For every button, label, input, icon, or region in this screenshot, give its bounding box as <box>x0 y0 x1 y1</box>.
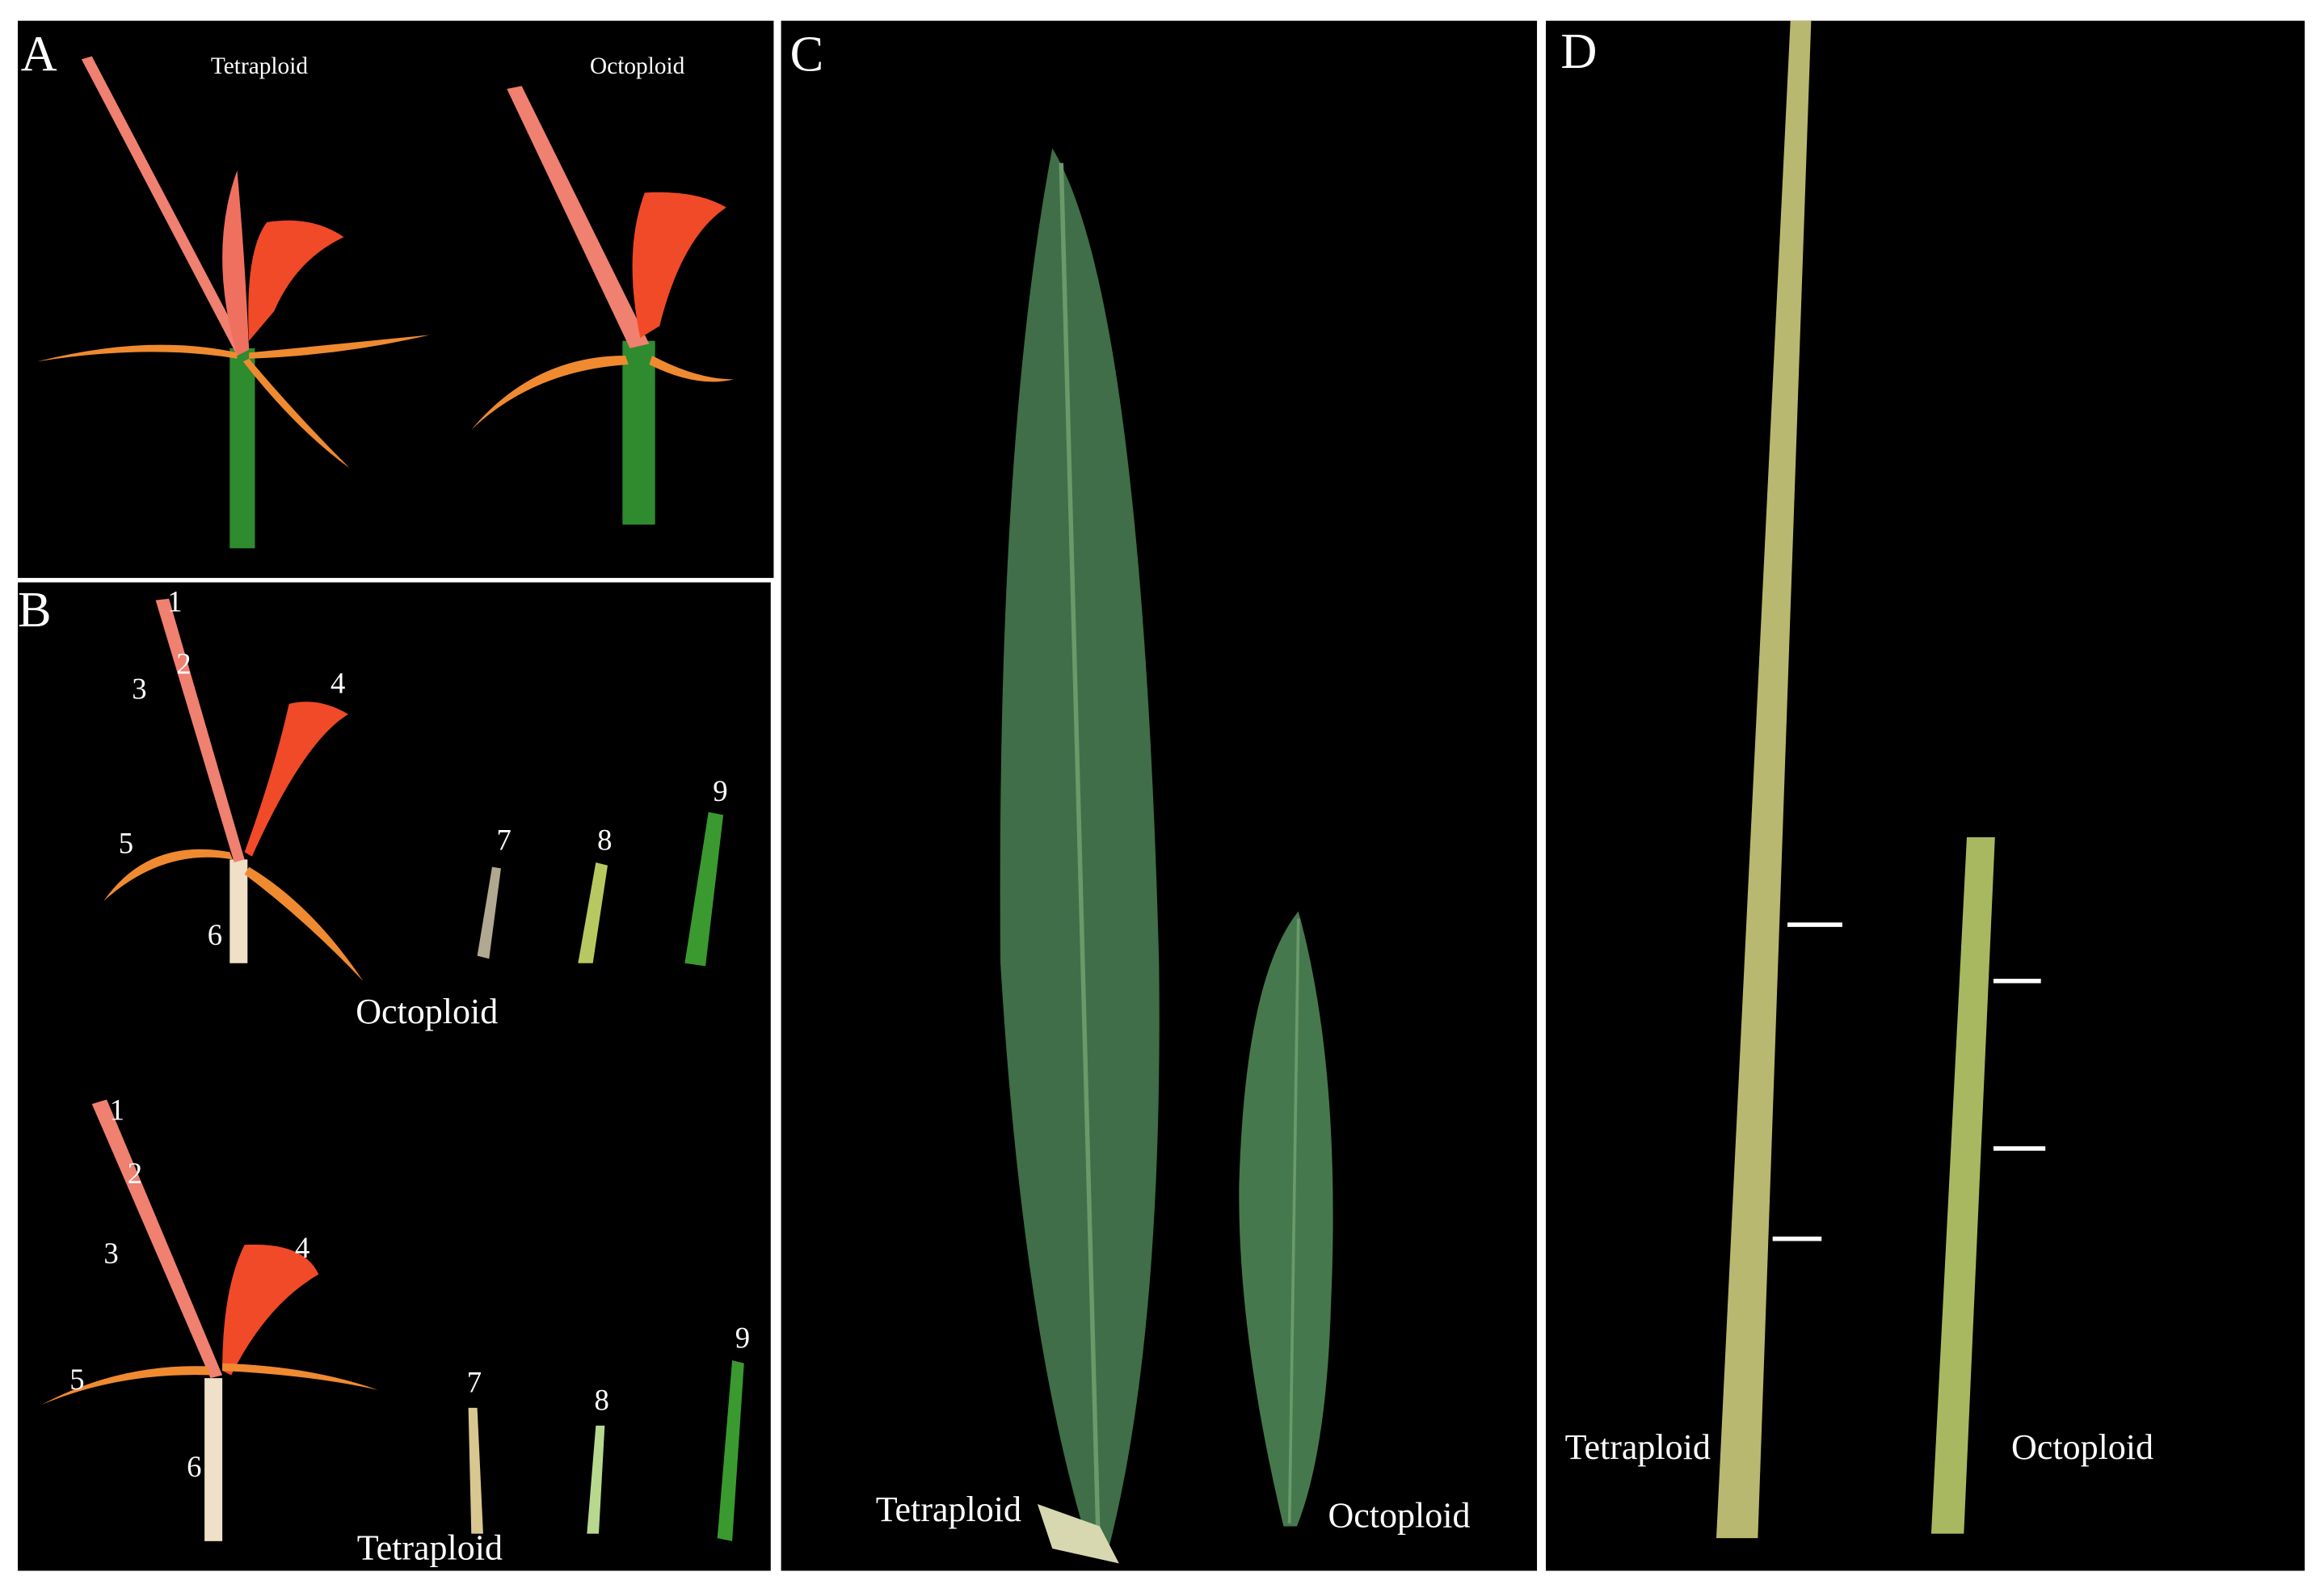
part-number: 5 <box>119 826 133 859</box>
part-number: 5 <box>69 1363 84 1396</box>
bract <box>477 866 501 959</box>
bract <box>587 1425 605 1534</box>
panel-label: C <box>790 27 824 82</box>
caption: Octoploid <box>590 53 685 79</box>
part-number: 3 <box>103 1237 118 1270</box>
petal <box>507 86 650 348</box>
part-number: 4 <box>330 666 345 699</box>
stamen <box>649 356 734 382</box>
petiole <box>1037 1503 1119 1564</box>
part-number: 3 <box>132 672 146 706</box>
caption: Octoploid <box>2011 1427 2153 1467</box>
stamen <box>249 335 430 359</box>
part-number: 9 <box>713 774 727 807</box>
part-number: 9 <box>735 1321 750 1355</box>
petal <box>222 170 250 356</box>
bract <box>717 1360 744 1541</box>
bract <box>684 811 724 967</box>
panel-b <box>18 582 771 1571</box>
panel-label: B <box>18 582 52 638</box>
lip <box>248 220 344 341</box>
dissected-tetraploid <box>41 1099 744 1541</box>
leaf-octoploid <box>1239 866 1333 1527</box>
stem <box>229 859 248 963</box>
caption: Octoploid <box>356 992 498 1031</box>
dissected-octoploid <box>103 598 724 981</box>
flower-octoploid <box>471 86 734 525</box>
stamen <box>242 358 350 469</box>
stamen <box>36 344 238 362</box>
bract <box>468 1407 483 1534</box>
part-number: 6 <box>208 918 222 951</box>
panel-label: A <box>21 27 57 82</box>
part-number: 1 <box>110 1093 124 1126</box>
stamen <box>471 356 629 430</box>
petal <box>155 598 245 863</box>
stem <box>229 348 255 549</box>
part-number: 8 <box>595 1384 609 1417</box>
part-number: 4 <box>295 1231 309 1264</box>
part-number: 1 <box>167 584 182 617</box>
pseudostem-octoploid <box>1930 837 1995 1534</box>
lip <box>244 702 349 857</box>
bract <box>578 862 608 963</box>
stamen <box>103 849 233 901</box>
flower-tetraploid <box>36 56 430 549</box>
caption: Tetraploid <box>876 1490 1021 1529</box>
stem <box>204 1378 223 1541</box>
caption: Tetraploid <box>211 53 308 79</box>
stamen <box>222 1363 378 1390</box>
part-number: 6 <box>187 1450 201 1483</box>
part-number: 2 <box>128 1157 142 1190</box>
pseudostem-tetraploid <box>1716 20 1812 1539</box>
lip <box>632 192 726 339</box>
caption: Tetraploid <box>357 1528 503 1568</box>
midrib <box>1287 918 1300 1523</box>
panel-c <box>781 20 1538 1571</box>
lip <box>222 1244 319 1376</box>
panel-label: D <box>1560 23 1597 79</box>
midrib <box>1059 162 1101 1541</box>
stamen <box>244 866 364 981</box>
petal <box>91 1099 223 1379</box>
part-number: 8 <box>597 824 612 857</box>
panel-d <box>1546 20 2305 1571</box>
part-number: 2 <box>176 647 191 680</box>
caption: Tetraploid <box>1565 1427 1711 1467</box>
petal <box>81 56 246 356</box>
stamen <box>41 1366 211 1405</box>
stem <box>622 340 655 525</box>
part-number: 7 <box>467 1366 482 1399</box>
part-number: 7 <box>496 824 511 857</box>
caption: Octoploid <box>1328 1495 1470 1535</box>
